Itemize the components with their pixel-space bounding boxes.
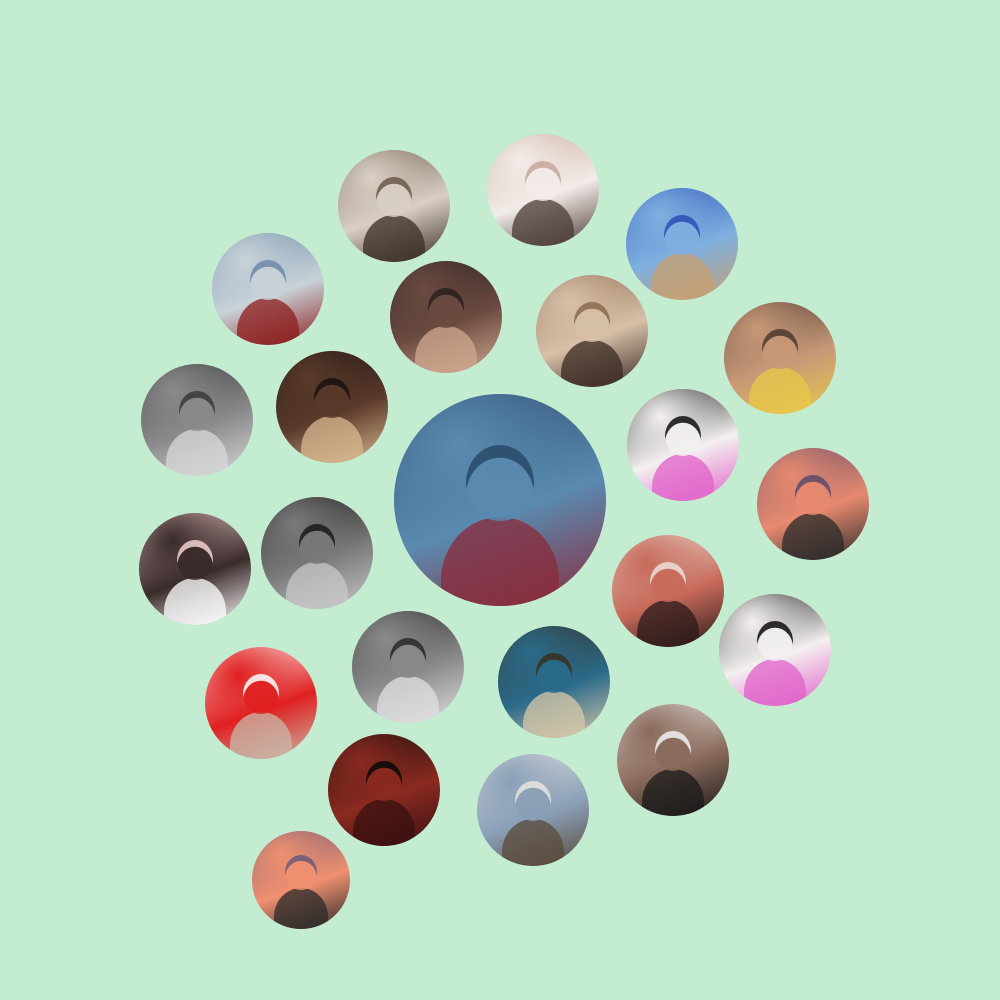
avatar-subject <box>273 887 329 929</box>
avatar-subject <box>501 818 565 866</box>
avatar-subject <box>511 198 575 246</box>
avatar-subject-head <box>795 474 831 516</box>
avatar-girl-sunglasses-phone[interactable] <box>477 754 589 866</box>
avatar-boy-tilted-selfie[interactable] <box>612 535 724 647</box>
avatar-three-girls-collage[interactable] <box>487 134 599 246</box>
avatar-sunset-small[interactable] <box>252 831 350 929</box>
avatar-subject-head <box>664 214 700 256</box>
avatar-deadpool[interactable] <box>212 233 324 345</box>
avatar-sunset-sky[interactable] <box>757 448 869 560</box>
avatar-subject <box>163 577 227 625</box>
avatar-subject <box>362 214 426 262</box>
avatar-subject-head <box>243 673 279 715</box>
avatar-subject-head <box>525 160 561 202</box>
avatar-blonde-sitting[interactable] <box>276 351 388 463</box>
avatar-cartoon-girl-stars[interactable] <box>627 389 739 501</box>
avatar-subject-head <box>299 523 335 565</box>
avatar-subject-head <box>428 287 464 329</box>
avatar-subject <box>414 325 478 373</box>
avatar-subject-head <box>250 259 286 301</box>
avatar-man-sitting-pool[interactable] <box>498 626 610 738</box>
avatar-man-portrait-top[interactable] <box>338 150 450 262</box>
avatar-subject <box>376 675 440 723</box>
avatar-bw-beret-boy[interactable] <box>261 497 373 609</box>
avatar-subject <box>636 599 700 647</box>
avatar-subject <box>781 512 845 560</box>
avatar-subject-head <box>665 415 701 457</box>
avatar-subject-head <box>650 561 686 603</box>
avatar-subject <box>560 339 624 387</box>
avatar-subject-head <box>762 328 798 370</box>
avatar-subject <box>641 768 705 816</box>
avatar-subject-head <box>655 730 691 772</box>
avatar-subject-head <box>366 760 402 802</box>
avatar-subject <box>285 561 349 609</box>
avatar-subject-head <box>515 780 551 822</box>
avatar-subject <box>743 658 807 706</box>
avatar-man-hand-face[interactable] <box>617 704 729 816</box>
avatar-main-girl-boat[interactable] <box>394 394 606 606</box>
avatar-bw-hair-face[interactable] <box>352 611 464 723</box>
avatar-red-dress-mirror[interactable] <box>205 647 317 759</box>
avatar-subject <box>352 798 416 846</box>
avatar-subject <box>651 453 715 501</box>
avatar-cartoon-girl-stars-2[interactable] <box>719 594 831 706</box>
avatar-subject-head <box>536 652 572 694</box>
avatar-subject-head <box>390 637 426 679</box>
avatar-subject-head <box>285 854 317 890</box>
avatar-subject-head <box>376 176 412 218</box>
avatar-bw-mirror-selfie[interactable] <box>141 364 253 476</box>
avatar-subject-head <box>466 444 534 522</box>
avatar-pink-frame-girl[interactable] <box>139 513 251 625</box>
avatar-subject <box>300 415 364 463</box>
avatar-subject-head <box>314 377 350 419</box>
avatar-subject-head <box>177 539 213 581</box>
avatar-subject <box>748 366 812 414</box>
avatar-subject <box>522 690 586 738</box>
avatar-subject <box>236 297 300 345</box>
avatar-subject-head <box>574 301 610 343</box>
avatar-subject-head <box>757 620 793 662</box>
avatar-couple-selfie[interactable] <box>390 261 502 373</box>
avatar-girl-crown-filter[interactable] <box>724 302 836 414</box>
avatar-subject <box>229 711 293 759</box>
avatar-dark-red-blur[interactable] <box>328 734 440 846</box>
avatar-smiling-girl-rocks[interactable] <box>536 275 648 387</box>
avatar-subject <box>165 428 229 476</box>
avatar-subject-head <box>179 390 215 432</box>
avatar-subject <box>650 252 714 300</box>
